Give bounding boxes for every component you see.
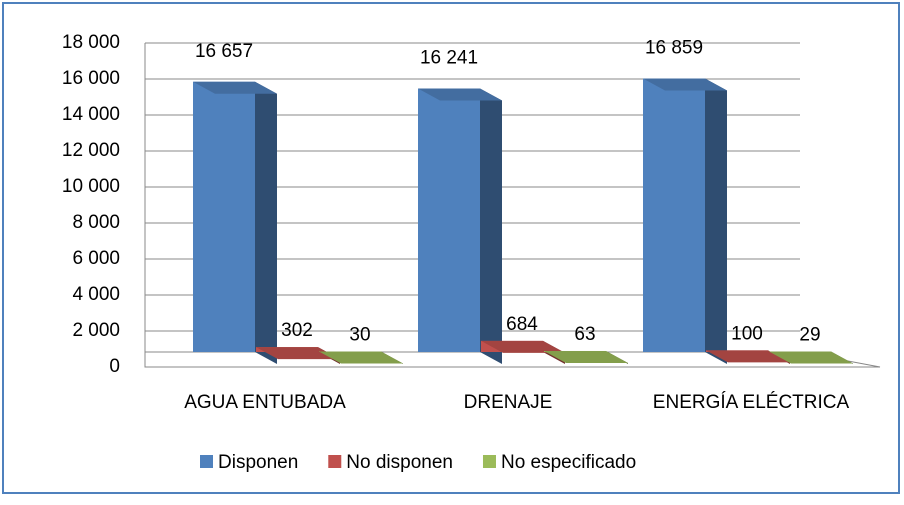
legend-label: No disponen xyxy=(346,452,453,473)
x-tick-label: ENERGÍA ELÉCTRICA xyxy=(653,392,850,413)
bar-side xyxy=(255,82,277,364)
legend-swatch xyxy=(483,455,496,468)
data-label: 16 859 xyxy=(645,38,703,59)
y-tick-label: 14 000 xyxy=(62,104,120,125)
y-tick-label: 18 000 xyxy=(62,32,120,53)
data-label: 302 xyxy=(281,320,313,341)
y-tick-label: 6 000 xyxy=(72,248,120,269)
bar-side xyxy=(705,79,727,364)
bar xyxy=(193,82,277,364)
data-label: 16 241 xyxy=(420,48,478,69)
bar-front xyxy=(193,82,255,352)
bar-side xyxy=(480,89,502,364)
legend-label: No especificado xyxy=(501,452,636,473)
y-tick-label: 2 000 xyxy=(72,320,120,341)
x-tick-label: DRENAJE xyxy=(464,392,553,413)
bar-front xyxy=(418,89,480,352)
data-label: 16 657 xyxy=(195,41,253,62)
data-label: 29 xyxy=(799,325,820,346)
y-tick-label: 4 000 xyxy=(72,284,120,305)
data-label: 63 xyxy=(574,324,595,345)
data-label: 684 xyxy=(506,314,538,335)
y-tick-label: 10 000 xyxy=(62,176,120,197)
y-tick-label: 0 xyxy=(109,356,120,377)
legend-swatch xyxy=(328,455,341,468)
bar xyxy=(418,89,502,364)
data-label: 100 xyxy=(731,323,763,344)
legend-label: Disponen xyxy=(218,452,298,473)
x-tick-label: AGUA ENTUBADA xyxy=(184,392,346,413)
bar-front xyxy=(643,79,705,352)
bar xyxy=(643,79,727,364)
data-label: 30 xyxy=(349,325,370,346)
y-tick-label: 12 000 xyxy=(62,140,120,161)
legend-swatch xyxy=(200,455,213,468)
y-tick-label: 8 000 xyxy=(72,212,120,233)
y-tick-label: 16 000 xyxy=(62,68,120,89)
